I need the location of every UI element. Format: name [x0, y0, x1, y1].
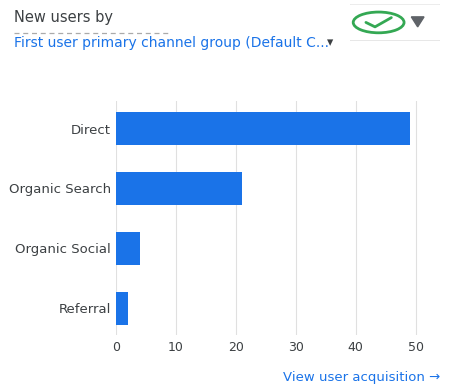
Bar: [116, 292, 128, 325]
Text: View user acquisition →: View user acquisition →: [283, 371, 440, 384]
Bar: [116, 112, 410, 145]
FancyBboxPatch shape: [347, 4, 443, 41]
Bar: [116, 172, 242, 205]
Text: New users by: New users by: [14, 10, 113, 25]
Text: First user primary channel group (Default C...: First user primary channel group (Defaul…: [14, 36, 329, 50]
Text: ▾: ▾: [327, 36, 333, 49]
Bar: [116, 232, 140, 265]
Polygon shape: [411, 17, 424, 27]
